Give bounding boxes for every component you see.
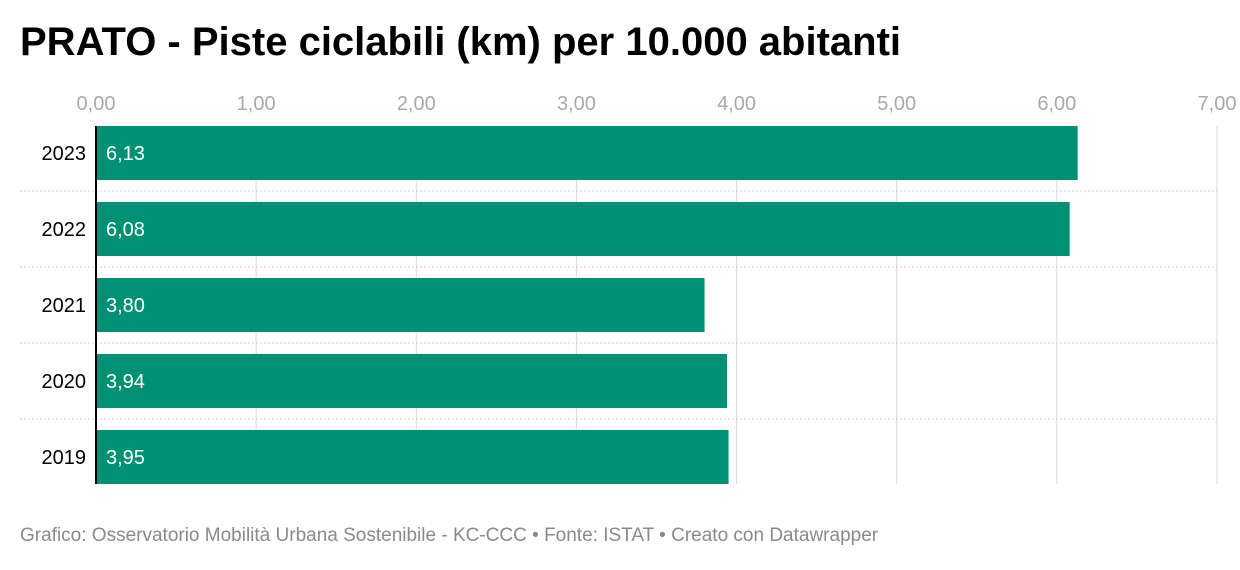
x-tick-label: 2,00 [397, 93, 436, 115]
x-tick-label: 5,00 [877, 93, 916, 115]
footer-made-with: Creato con Datawrapper [671, 525, 879, 546]
bar [96, 354, 727, 408]
footer-separator: • [653, 525, 672, 546]
footer-credit: Grafico: Osservatorio Mobilità Urbana So… [20, 525, 527, 546]
x-tick-label: 6,00 [1037, 93, 1076, 115]
x-tick-label: 0,00 [77, 93, 116, 115]
x-tick-label: 3,00 [557, 93, 596, 115]
category-label: 2020 [42, 371, 87, 393]
bar-chart: 0,00 1,00 2,00 3,00 4,00 5,00 6,00 7,00 6,13 2023… [20, 93, 1237, 484]
chart-title: PRATO - Piste ciclabili (km) per 10.000 … [20, 20, 902, 64]
x-tick-label: 4,00 [717, 93, 756, 115]
bar [96, 126, 1078, 180]
category-label: 2019 [42, 447, 87, 469]
bar-value-label: 3,94 [106, 371, 145, 393]
bar-value-label: 3,80 [106, 295, 145, 317]
x-tick-label: 7,00 [1198, 93, 1237, 115]
x-tick-label: 1,00 [237, 93, 276, 115]
footer-separator: • [526, 525, 545, 546]
bar-value-label: 6,13 [106, 143, 145, 165]
category-label: 2021 [42, 295, 87, 317]
bar-value-label: 3,95 [106, 447, 145, 469]
bar-value-label: 6,08 [106, 219, 145, 241]
footer-source: Fonte: ISTAT [544, 525, 654, 546]
category-label: 2022 [42, 219, 87, 241]
chart-footer: Grafico: Osservatorio Mobilità Urbana So… [20, 525, 878, 547]
bar [96, 202, 1070, 256]
bar [96, 278, 705, 332]
category-label: 2023 [42, 143, 87, 165]
bar [96, 430, 729, 484]
